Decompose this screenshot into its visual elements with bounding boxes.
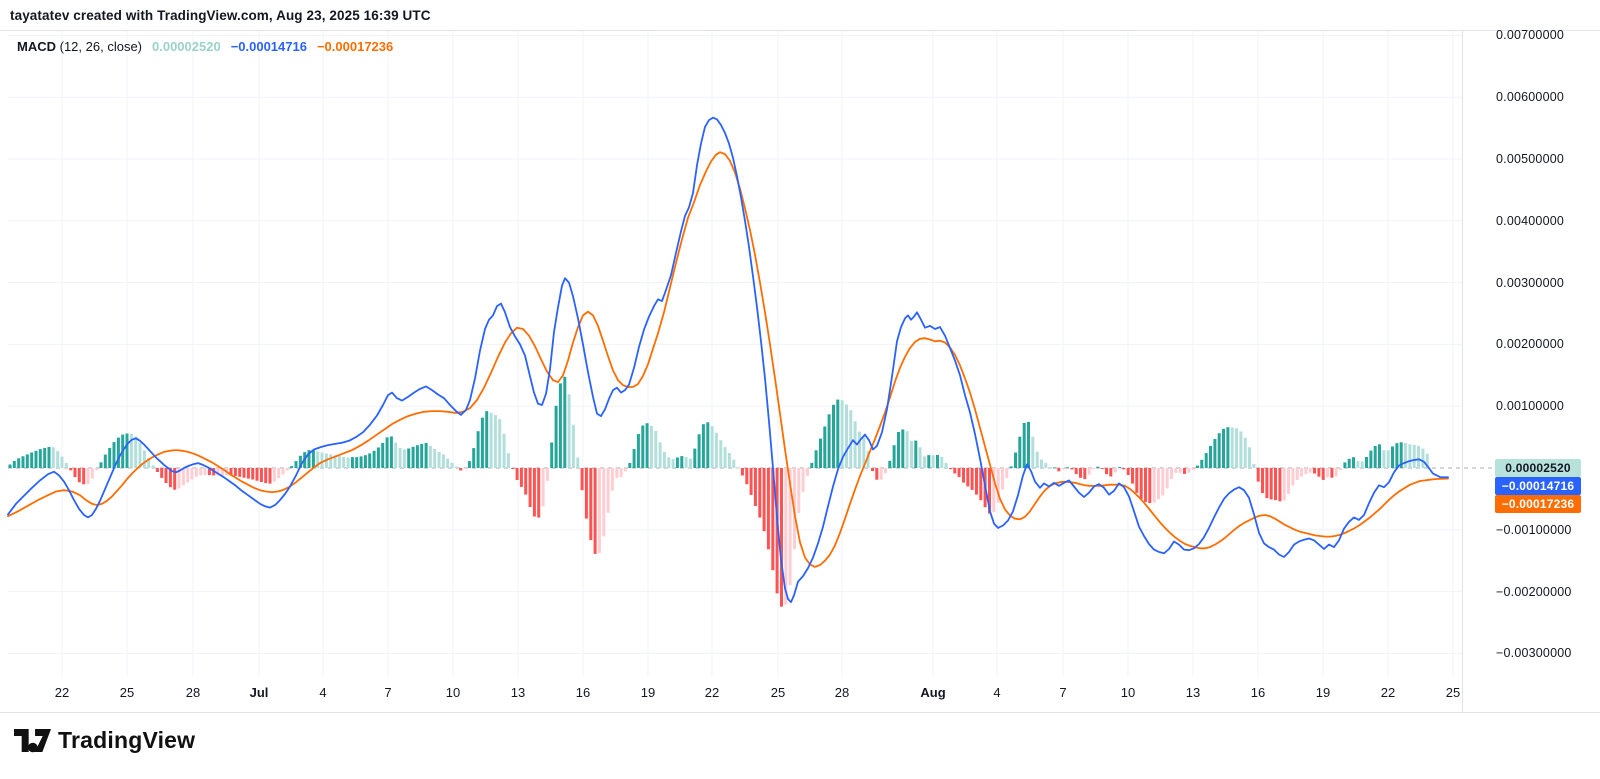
price-axis[interactable] — [1462, 30, 1600, 712]
time-tick-label: 25 — [119, 685, 135, 700]
time-tick-label: 7 — [1059, 685, 1067, 700]
indicator-title[interactable]: MACD (12, 26, close) — [17, 39, 142, 54]
signal-value-tag: −0.00017236 — [1495, 495, 1581, 513]
signal-line[interactable] — [7, 151, 1449, 568]
price-tick-label: 0.00300000 — [1496, 275, 1565, 290]
histogram-value-tag: 0.00002520 — [1495, 459, 1581, 477]
macd-line[interactable] — [7, 116, 1449, 603]
time-tick-label: 13 — [510, 685, 526, 700]
time-axis[interactable] — [0, 678, 1462, 712]
time-tick-label: 4 — [319, 685, 327, 700]
tradingview-logo-text: TradingView — [58, 727, 196, 753]
time-tick-label: 19 — [640, 685, 656, 700]
time-tick-label: 19 — [1315, 685, 1331, 700]
legend-signal-value: −0.00017236 — [316, 39, 394, 54]
indicator-legend: MACD (12, 26, close) 0.00002520 −0.00014… — [17, 39, 393, 54]
price-tick-label: 0.00200000 — [1496, 337, 1565, 352]
legend-macd-value: −0.00014716 — [230, 39, 307, 54]
time-tick-label: 28 — [834, 685, 850, 700]
tradingview-logo[interactable]: TradingView — [14, 727, 195, 754]
time-tick-label: 10 — [1120, 685, 1136, 700]
time-tick-label: 16 — [575, 685, 591, 700]
time-tick-label: 22 — [1380, 685, 1396, 700]
price-tick-label: −0.00200000 — [1496, 584, 1572, 599]
attribution-text: tayatatev created with TradingView.com, … — [10, 8, 431, 23]
time-tick-label: Aug — [920, 685, 946, 700]
time-tick-label: 4 — [993, 685, 1001, 700]
time-tick-label: 10 — [445, 685, 461, 700]
time-tick-label: Jul — [249, 685, 269, 700]
price-tick-label: 0.00100000 — [1496, 399, 1565, 414]
price-tick-label: 0.00600000 — [1496, 90, 1565, 105]
legend-histogram-value: 0.00002520 — [152, 39, 221, 54]
time-tick-label: 13 — [1185, 685, 1201, 700]
time-tick-label: 28 — [185, 685, 201, 700]
time-tick-label: 25 — [770, 685, 786, 700]
price-tick-label: 0.00700000 — [1496, 28, 1565, 43]
macd-histogram — [8, 376, 1429, 607]
gridlines — [8, 30, 1462, 676]
time-tick-label: 7 — [384, 685, 392, 700]
time-tick-label: 22 — [54, 685, 70, 700]
price-tick-label: −0.00300000 — [1496, 646, 1572, 661]
macd-value-tag: −0.00014716 — [1495, 477, 1581, 495]
time-tick-label: 16 — [1250, 685, 1266, 700]
time-tick-label: 25 — [1445, 685, 1461, 700]
price-tick-label: 0.00500000 — [1496, 152, 1565, 166]
price-tick-label: −0.00100000 — [1496, 522, 1572, 537]
time-tick-label: 22 — [704, 685, 720, 700]
price-tick-label: 0.00400000 — [1496, 213, 1565, 228]
tradingview-logo-icon — [14, 729, 51, 753]
